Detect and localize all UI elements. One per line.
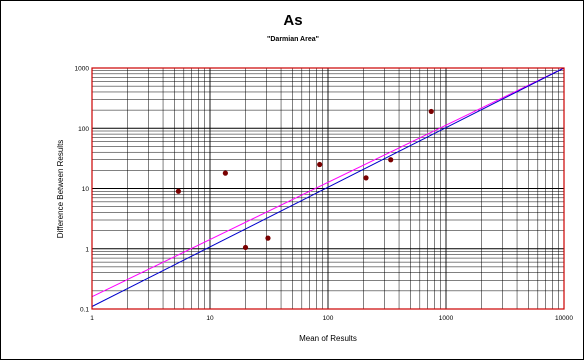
reference-line (91, 67, 565, 307)
data-point (428, 108, 434, 115)
x-tick-label: 10 (206, 315, 214, 322)
y-tick-label: 100 (78, 126, 89, 133)
x-tick-label: 100 (323, 315, 334, 322)
data-point (363, 175, 369, 181)
data-point (242, 244, 249, 251)
x-tick-label: 10000 (555, 315, 573, 322)
y-tick-label: 1 (85, 246, 89, 253)
grid (91, 68, 564, 310)
data-point (265, 235, 271, 241)
x-tick-label: 1 (90, 315, 94, 322)
chart-subtitle: "Darmian Area" (267, 36, 319, 43)
data-point (175, 188, 182, 194)
data-point (222, 170, 228, 176)
x-tick-label: 1000 (439, 315, 454, 322)
data-point (317, 161, 323, 168)
data-points (175, 108, 434, 251)
x-axis-label: Mean of Results (299, 334, 357, 343)
y-axis-label: Difference Between Results (56, 140, 65, 239)
y-tick-label: 10 (82, 186, 90, 193)
reference-line (91, 67, 565, 298)
y-tick-label: 1000 (75, 66, 90, 73)
chart-title: As (283, 12, 302, 29)
reference-lines (91, 67, 565, 307)
plot-border (91, 67, 565, 310)
data-point (388, 157, 394, 163)
y-tick-label: 0.1 (80, 307, 89, 314)
